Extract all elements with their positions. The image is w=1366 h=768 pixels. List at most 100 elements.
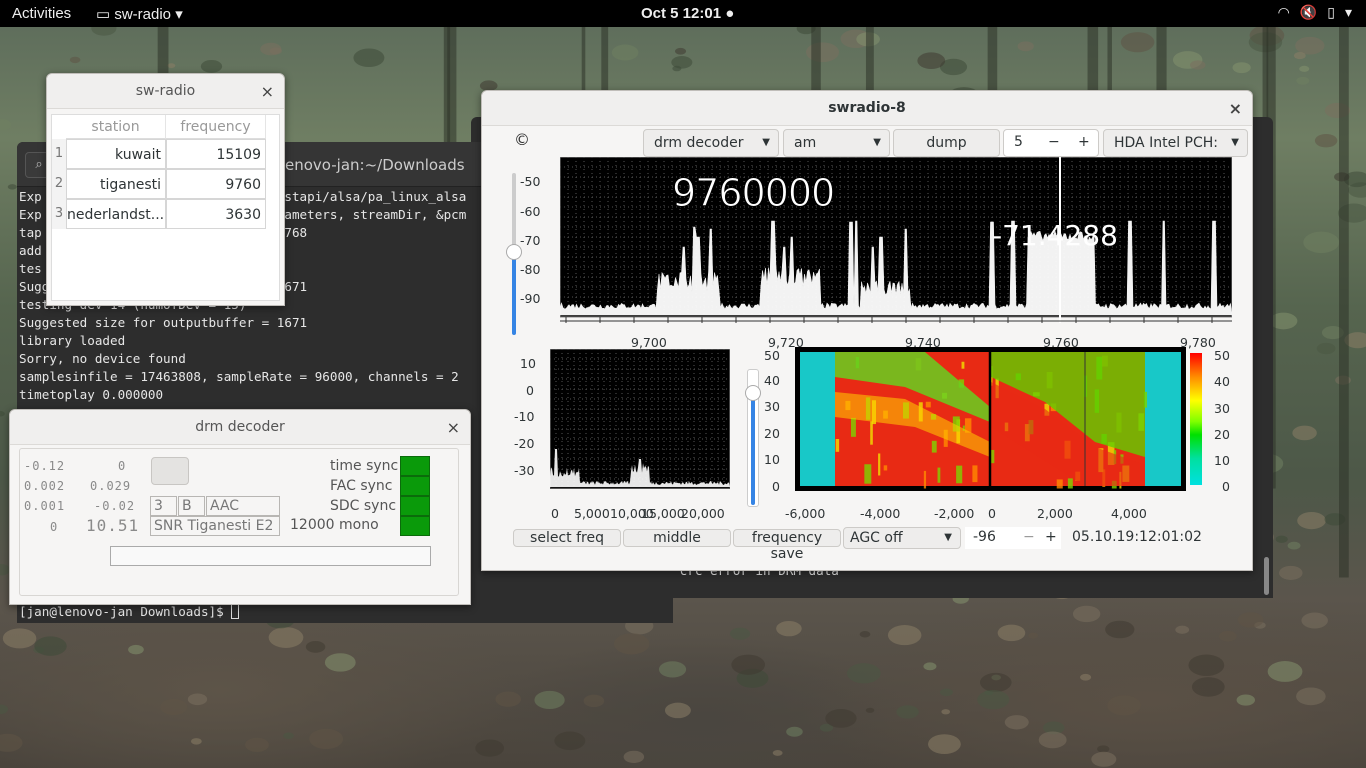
decoder-select[interactable]: drm decoder ▼: [643, 129, 779, 157]
terminal-title: enovo-jan:~/Downloads: [285, 156, 465, 174]
waterfall-x-tick: -2,000: [934, 506, 975, 521]
select-freq-button[interactable]: select freq: [513, 529, 621, 547]
chevron-down-icon: ▼: [1231, 137, 1239, 148]
row-number: 3: [52, 199, 66, 229]
swradio-title: swradio-8: [828, 100, 906, 116]
table-row[interactable]: 3 nederlandst... 3630: [52, 199, 281, 229]
clock[interactable]: Oct 5 12:01 ●: [641, 5, 734, 22]
device-select[interactable]: HDA Intel PCH: ▼: [1103, 129, 1248, 157]
drm-window-header: drm decoder ×: [10, 410, 470, 445]
copyright-icon[interactable]: ©: [514, 130, 530, 149]
drm-window-title: drm decoder: [195, 419, 285, 435]
middle-button[interactable]: middle: [623, 529, 731, 547]
signal-level-display: -71.4288: [992, 219, 1118, 252]
lcd-value: 0.002: [24, 479, 66, 493]
spectrum-x-tick: 9,700: [631, 335, 667, 350]
stations-window-title: sw-radio: [135, 83, 196, 99]
waterfall-plot[interactable]: [795, 347, 1186, 491]
close-icon[interactable]: ×: [260, 82, 274, 101]
system-tray[interactable]: ◠ 🔇 ▯ ▾: [1278, 4, 1352, 21]
table-row[interactable]: 1 kuwait 15109: [52, 139, 281, 169]
terminal-prompt[interactable]: [jan@lenovo-jan Downloads]$: [19, 604, 240, 619]
lcd-value: -0.02: [94, 499, 136, 513]
frequency-save-button[interactable]: frequency save: [733, 529, 841, 562]
fac-sync-label: FAC sync: [330, 478, 393, 494]
timestamp: 05.10.19:12:01:02: [1072, 529, 1202, 545]
colorbar-tick: 50: [1214, 348, 1230, 363]
app-icon: ▭: [96, 6, 115, 23]
slider-handle[interactable]: [745, 385, 761, 401]
activities-button[interactable]: Activities: [12, 5, 72, 22]
terminal-scrollbar[interactable]: [1264, 557, 1269, 595]
station-cell[interactable]: kuwait: [66, 139, 166, 169]
audio-sync-indicator: [400, 516, 430, 536]
clock-label: Oct 5 12:01: [641, 5, 722, 22]
station-cell[interactable]: tiganesti: [66, 169, 166, 199]
iq-spectrum-plot: [550, 349, 730, 489]
swradio-header: swradio-8 ×: [482, 91, 1252, 126]
colorbar-tick: 0: [1222, 479, 1230, 494]
agc-spinbox[interactable]: -96 − +: [965, 527, 1061, 549]
lcd-value: 10.51: [86, 516, 140, 535]
waterfall-x-tick: 4,000: [1111, 506, 1147, 521]
agc-value: -96: [973, 529, 996, 545]
app-menu-label: sw-radio: [114, 6, 172, 23]
waterfall-x-tick: -4,000: [860, 506, 901, 521]
top-bar: Activities ▭ sw-radio ▾ Oct 5 12:01 ● ◠ …: [0, 0, 1366, 27]
agc-plus-button[interactable]: +: [1045, 529, 1057, 545]
close-icon[interactable]: ×: [446, 418, 460, 437]
chevron-down-icon: ▼: [873, 137, 881, 148]
dump-button[interactable]: dump: [893, 129, 1000, 157]
drm-action-button[interactable]: [151, 457, 189, 485]
spectrum-plot[interactable]: [560, 157, 1232, 323]
mode-select[interactable]: am ▼: [783, 129, 890, 157]
small-y-tick: -10: [514, 409, 535, 424]
small-x-tick: 0: [551, 506, 559, 521]
chevron-down-icon: ▼: [944, 532, 952, 543]
waterfall-y-tick: 10: [764, 452, 780, 467]
spectrum-y-tick: -80: [520, 262, 541, 277]
waterfall-y-tick: 0: [772, 479, 780, 494]
codec-cell: AAC: [206, 496, 280, 516]
spin-box[interactable]: 5 − +: [1003, 129, 1099, 157]
app-menu[interactable]: ▭ sw-radio ▾: [96, 5, 183, 23]
spectrum-x-tick: 9,780: [1180, 335, 1216, 350]
spectrum-y-tick: -50: [520, 174, 541, 189]
slider-handle[interactable]: [506, 244, 522, 260]
row-number: 2: [52, 169, 66, 199]
frequency-cell[interactable]: 15109: [166, 139, 266, 169]
chevron-down-icon: ▼: [762, 137, 770, 148]
column-header-station[interactable]: station: [66, 115, 166, 139]
colorbar-tick: 40: [1214, 374, 1230, 389]
agc-minus-button[interactable]: −: [1023, 529, 1035, 545]
mode-select-value: am: [794, 135, 817, 151]
waterfall-gain-slider[interactable]: [751, 393, 755, 505]
frequency-cell[interactable]: 9760: [166, 169, 266, 199]
agc-select[interactable]: AGC off ▼: [843, 527, 961, 549]
station-label-cell: SNR Tiganesti E2: [150, 516, 280, 536]
spectrum-cell: B: [178, 496, 205, 516]
close-icon[interactable]: ×: [1228, 99, 1242, 118]
wifi-icon: ◠: [1277, 4, 1290, 20]
spectrum-y-tick: -70: [520, 233, 541, 248]
lcd-value: 0.029: [90, 479, 132, 493]
small-y-tick: -30: [514, 463, 535, 478]
station-cell[interactable]: nederlandst...: [66, 199, 166, 229]
swradio-window: swradio-8 × © drm decoder ▼ am ▼ dump 5 − …: [481, 90, 1253, 571]
table-row[interactable]: 2 tiganesti 9760: [52, 169, 281, 199]
frequency-cell[interactable]: 3630: [166, 199, 266, 229]
spin-minus-button[interactable]: −: [1048, 134, 1060, 150]
spin-plus-button[interactable]: +: [1078, 134, 1090, 150]
sdc-sync-label: SDC sync: [330, 498, 397, 514]
terminal-cursor: [231, 604, 240, 619]
colorbar-tick: 30: [1214, 401, 1230, 416]
agc-select-value: AGC off: [850, 530, 903, 546]
decoder-select-value: drm decoder: [654, 135, 744, 151]
column-header-frequency[interactable]: frequency: [166, 115, 266, 139]
lcd-value: 0.001: [24, 499, 66, 513]
lcd-value: -0.12: [24, 459, 66, 473]
spectrum-y-tick: -90: [520, 291, 541, 306]
row-number: 1: [52, 139, 66, 169]
time-sync-indicator: [400, 456, 430, 476]
fac-sync-indicator: [400, 476, 430, 496]
